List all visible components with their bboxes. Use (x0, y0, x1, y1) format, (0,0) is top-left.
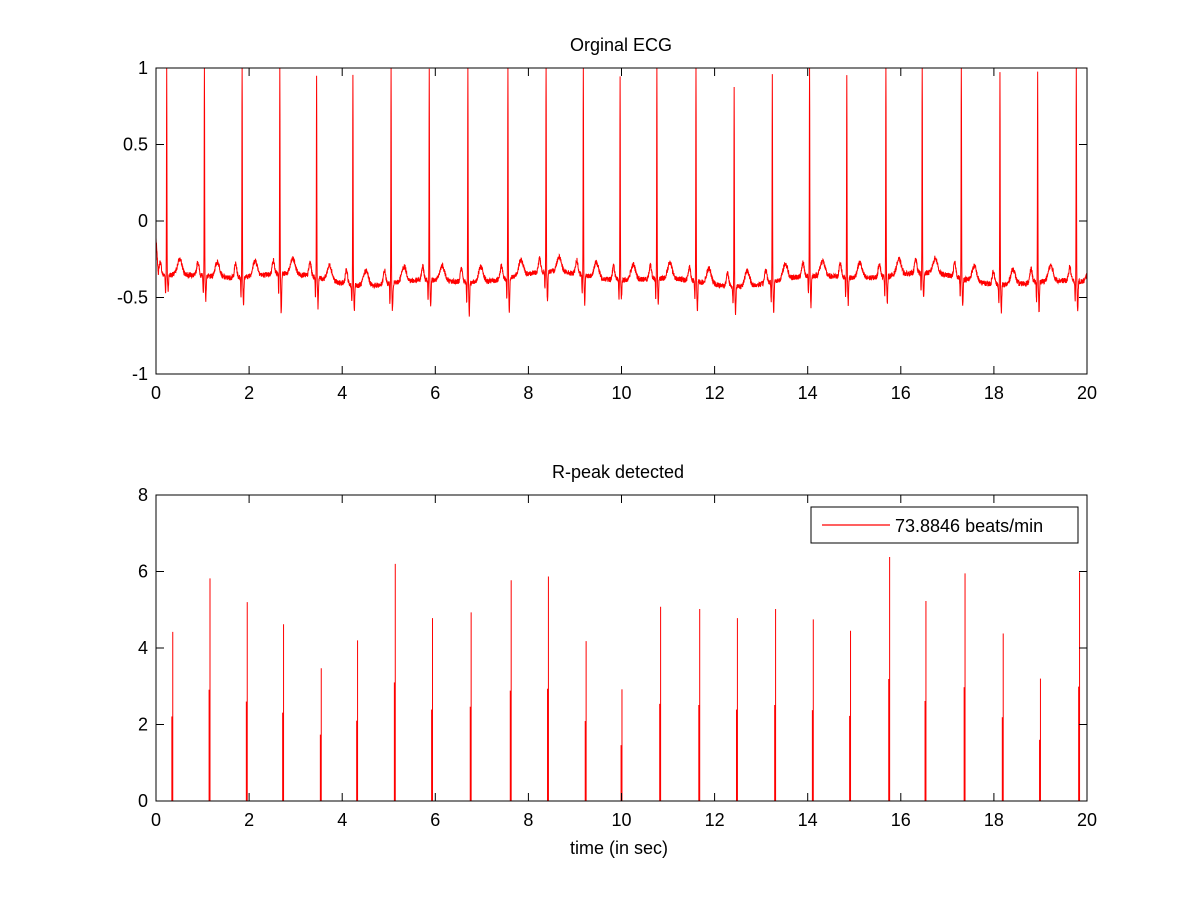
y-tick-label: 0.5 (123, 135, 148, 155)
x-tick-label: 2 (244, 383, 254, 403)
y-tick-label: 8 (138, 485, 148, 505)
x-tick-label: 6 (430, 810, 440, 830)
title-bottom: R-peak detected (552, 462, 684, 482)
ecg-series-line (155, 67, 1088, 317)
y-tick-label: 0 (138, 211, 148, 231)
legend: 73.8846 beats/min (810, 506, 1079, 544)
title-top: Orginal ECG (570, 35, 672, 55)
ticks-top: 0 2 4 6 8 10 12 14 16 18 20 -1 -0.5 0 0.5 1 (117, 58, 1097, 403)
y-tick-label: -0.5 (117, 288, 148, 308)
x-tick-label: 4 (337, 383, 347, 403)
y-tick-label: -1 (132, 364, 148, 384)
axes-top: Orginal ECG 0 2 4 6 8 10 12 14 16 18 20 -1 -0.5 0 0.5 1 (117, 35, 1097, 403)
x-tick-label: 14 (798, 810, 818, 830)
y-tick-label: 1 (138, 58, 148, 78)
x-tick-label: 20 (1077, 383, 1097, 403)
y-tick-label: 4 (138, 638, 148, 658)
plot-area-top (155, 67, 1088, 317)
x-tick-label: 18 (984, 383, 1004, 403)
y-tick-label: 2 (138, 715, 148, 735)
x-axis-label-bottom: time (in sec) (570, 838, 668, 858)
y-tick-label: 0 (138, 791, 148, 811)
ticks-bottom: 0 2 4 6 8 10 12 14 16 18 20 0 2 4 6 8 (138, 485, 1097, 830)
x-tick-label: 2 (244, 810, 254, 830)
x-tick-label: 6 (430, 383, 440, 403)
x-tick-label: 12 (705, 383, 725, 403)
x-tick-label: 0 (151, 810, 161, 830)
y-tick-label: 6 (138, 562, 148, 582)
x-tick-label: 8 (523, 810, 533, 830)
x-tick-label: 16 (891, 810, 911, 830)
x-tick-label: 16 (891, 383, 911, 403)
x-tick-label: 20 (1077, 810, 1097, 830)
legend-label: 73.8846 beats/min (895, 516, 1043, 536)
x-tick-label: 4 (337, 810, 347, 830)
plot-area-bottom (171, 556, 1081, 801)
x-tick-label: 14 (798, 383, 818, 403)
x-tick-label: 12 (705, 810, 725, 830)
x-tick-label: 10 (611, 810, 631, 830)
x-tick-label: 0 (151, 383, 161, 403)
x-tick-label: 10 (611, 383, 631, 403)
axes-bottom: R-peak detected 0 2 4 6 8 10 12 14 16 18 20 0 2 4 6 8 t… (138, 462, 1097, 858)
x-tick-label: 8 (523, 383, 533, 403)
x-tick-label: 18 (984, 810, 1004, 830)
